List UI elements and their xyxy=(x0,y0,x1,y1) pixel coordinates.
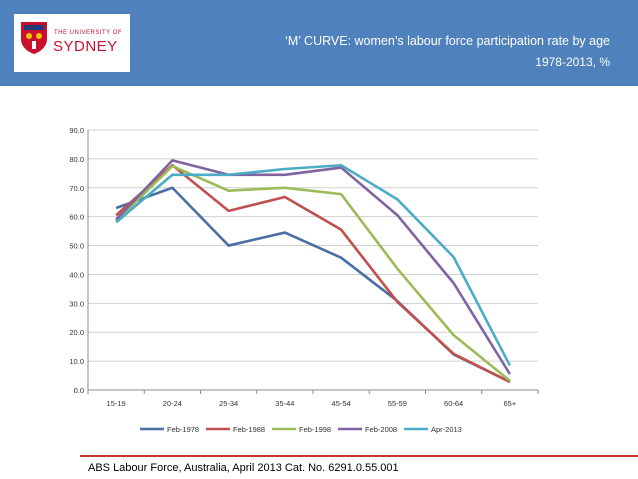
x-axis: 15-19 20-24 25-34 35-44 45-54 55-59 60-64 65+ xyxy=(87,390,539,408)
y-tick-label: 10.0 xyxy=(69,357,84,366)
logo-text-line1: THE UNIVERSITY OF xyxy=(54,30,123,36)
header-banner: THE UNIVERSITY OF SYDNEY ‘M’ CURVE: wome… xyxy=(0,0,638,86)
x-tick-label: 55-59 xyxy=(388,399,407,408)
slide-subtitle: 1978-2013, % xyxy=(535,55,610,69)
series-lines xyxy=(115,159,512,384)
x-tick-label: 20-24 xyxy=(163,399,182,408)
y-tick-label: 80.0 xyxy=(69,155,84,164)
grid-lines xyxy=(88,129,538,391)
legend-label: Feb-1988 xyxy=(233,425,265,434)
legend-label: Apr-2013 xyxy=(431,425,462,434)
y-tick-label: 70.0 xyxy=(69,184,84,193)
series-line-feb-2008 xyxy=(115,159,511,375)
legend-label: Feb-1978 xyxy=(167,425,199,434)
x-tick-label: 60-64 xyxy=(444,399,463,408)
logo-text-line2: SYDNEY xyxy=(53,38,118,55)
legend-label: Feb-1998 xyxy=(299,425,331,434)
legend: Feb-1978 Feb-1988 Feb-1998 Feb-2008 Apr-2013 xyxy=(140,425,462,434)
x-tick-label: 65+ xyxy=(504,399,517,408)
series-line-feb-1998 xyxy=(115,164,511,382)
y-tick-label: 50.0 xyxy=(69,242,84,251)
y-tick-label: 90.0 xyxy=(69,126,84,135)
series-line-feb-1988 xyxy=(115,163,511,384)
crest-icon xyxy=(21,22,47,54)
y-tick-label: 40.0 xyxy=(69,270,84,279)
footer-divider xyxy=(80,455,638,457)
y-tick-label: 30.0 xyxy=(69,299,84,308)
legend-label: Feb-2008 xyxy=(365,425,397,434)
x-tick-label: 25-34 xyxy=(219,399,238,408)
y-tick-label: 0.0 xyxy=(74,386,84,395)
x-tick-label: 35-44 xyxy=(275,399,294,408)
source-note: ABS Labour Force, Australia, April 2013 … xyxy=(88,462,399,474)
x-tick-label: 45-54 xyxy=(332,399,351,408)
line-chart: 0.010.020.030.040.050.060.070.080.090.0 … xyxy=(69,126,539,434)
y-tick-label: 20.0 xyxy=(69,328,84,337)
x-tick-label: 15-19 xyxy=(107,399,126,408)
y-tick-label: 60.0 xyxy=(69,213,84,222)
slide-title: ‘M’ CURVE: women’s labour force particip… xyxy=(285,34,610,48)
series-line-apr-2013 xyxy=(115,163,512,367)
y-axis: 0.0 10.0 20.0 30.0 40.0 50.0 60.0 70.0 80.0 90.0 xyxy=(69,126,89,395)
university-logo: THE UNIVERSITY OF SYDNEY xyxy=(14,14,130,72)
